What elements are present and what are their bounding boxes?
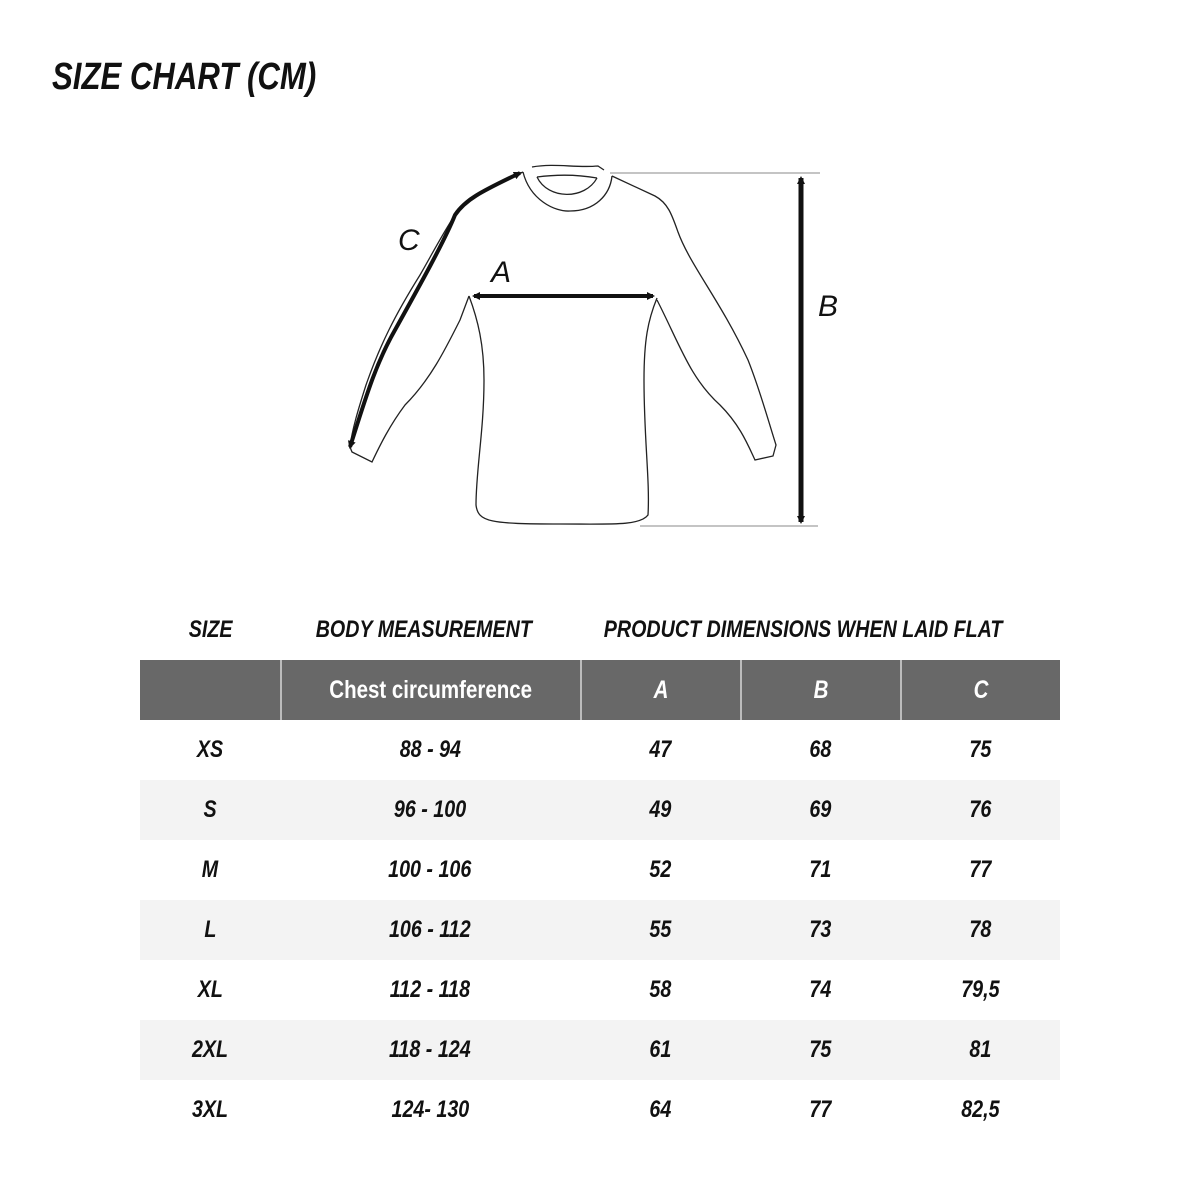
cell-a: 49 (649, 796, 671, 823)
col-header-c: C (900, 660, 1060, 720)
group-header-size: SIZE (188, 616, 233, 643)
label-a: A (489, 256, 511, 289)
col-header-b: B (740, 660, 900, 720)
cell-b: 73 (809, 916, 831, 943)
cell-b: 68 (809, 736, 831, 763)
table-header: Chest circumference A B C (140, 660, 1060, 720)
cell-a: 47 (649, 736, 671, 763)
page-title: SIZE CHART (CM) (52, 56, 317, 98)
cell-size: XL (197, 976, 223, 1003)
cell-size: 3XL (191, 1096, 229, 1123)
cell-a: 64 (649, 1096, 671, 1123)
cell-b: 75 (809, 1036, 831, 1063)
cell-c: 77 (969, 856, 991, 883)
cell-b: 71 (809, 856, 831, 883)
size-table: SIZE BODY MEASUREMENT PRODUCT DIMENSIONS… (140, 610, 1060, 1140)
col-header-chest: Chest circumference (280, 660, 580, 720)
cell-size: XS (196, 736, 224, 763)
shirt-outline (349, 164, 777, 525)
label-b: B (818, 290, 838, 323)
table-row: M 100 - 106 52 71 77 (140, 840, 1060, 900)
measure-guides (610, 172, 820, 527)
cell-b: 74 (809, 976, 831, 1003)
cell-b: 77 (809, 1096, 831, 1123)
cell-chest: 124- 130 (391, 1096, 469, 1123)
table-row: XL 112 - 118 58 74 79,5 (140, 960, 1060, 1020)
group-header-row: SIZE BODY MEASUREMENT PRODUCT DIMENSIONS… (140, 610, 1060, 660)
cell-c: 81 (969, 1036, 991, 1063)
table-row: S 96 - 100 49 69 76 (140, 780, 1060, 840)
cell-a: 58 (649, 976, 671, 1003)
table-body: XS 88 - 94 47 68 75 S 96 - 100 49 69 76 M 100 - 106… (140, 720, 1060, 1140)
cell-chest: 96 - 100 (393, 796, 467, 823)
cell-a: 55 (649, 916, 671, 943)
cell-size: S (203, 796, 217, 823)
cell-c: 78 (969, 916, 991, 943)
cell-chest: 112 - 118 (389, 976, 471, 1003)
col-header-size (140, 660, 280, 720)
table-row: 2XL 118 - 124 61 75 81 (140, 1020, 1060, 1080)
cell-c: 76 (969, 796, 991, 823)
cell-size: L (203, 916, 217, 943)
cell-c: 79,5 (960, 976, 1000, 1003)
table-row: L 106 - 112 55 73 78 (140, 900, 1060, 960)
group-header-body: BODY MEASUREMENT (315, 616, 532, 643)
cell-a: 61 (649, 1036, 671, 1063)
measure-c-arrow (348, 171, 522, 449)
table-row: 3XL 124- 130 64 77 82,5 (140, 1080, 1060, 1140)
cell-a: 52 (649, 856, 671, 883)
cell-chest: 106 - 112 (389, 916, 471, 943)
table-row: XS 88 - 94 47 68 75 (140, 720, 1060, 780)
cell-size: M (201, 856, 219, 883)
cell-size: 2XL (191, 1036, 229, 1063)
cell-c: 75 (969, 736, 991, 763)
shirt-measurement-diagram: C A B (348, 164, 838, 527)
cell-chest: 88 - 94 (399, 736, 461, 763)
label-c: C (398, 224, 420, 257)
col-header-a: A (580, 660, 740, 720)
cell-chest: 118 - 124 (389, 1036, 471, 1063)
cell-c: 82,5 (960, 1096, 1000, 1123)
group-header-product: PRODUCT DIMENSIONS WHEN LAID FLAT (603, 616, 1003, 643)
cell-chest: 100 - 106 (388, 856, 472, 883)
cell-b: 69 (809, 796, 831, 823)
